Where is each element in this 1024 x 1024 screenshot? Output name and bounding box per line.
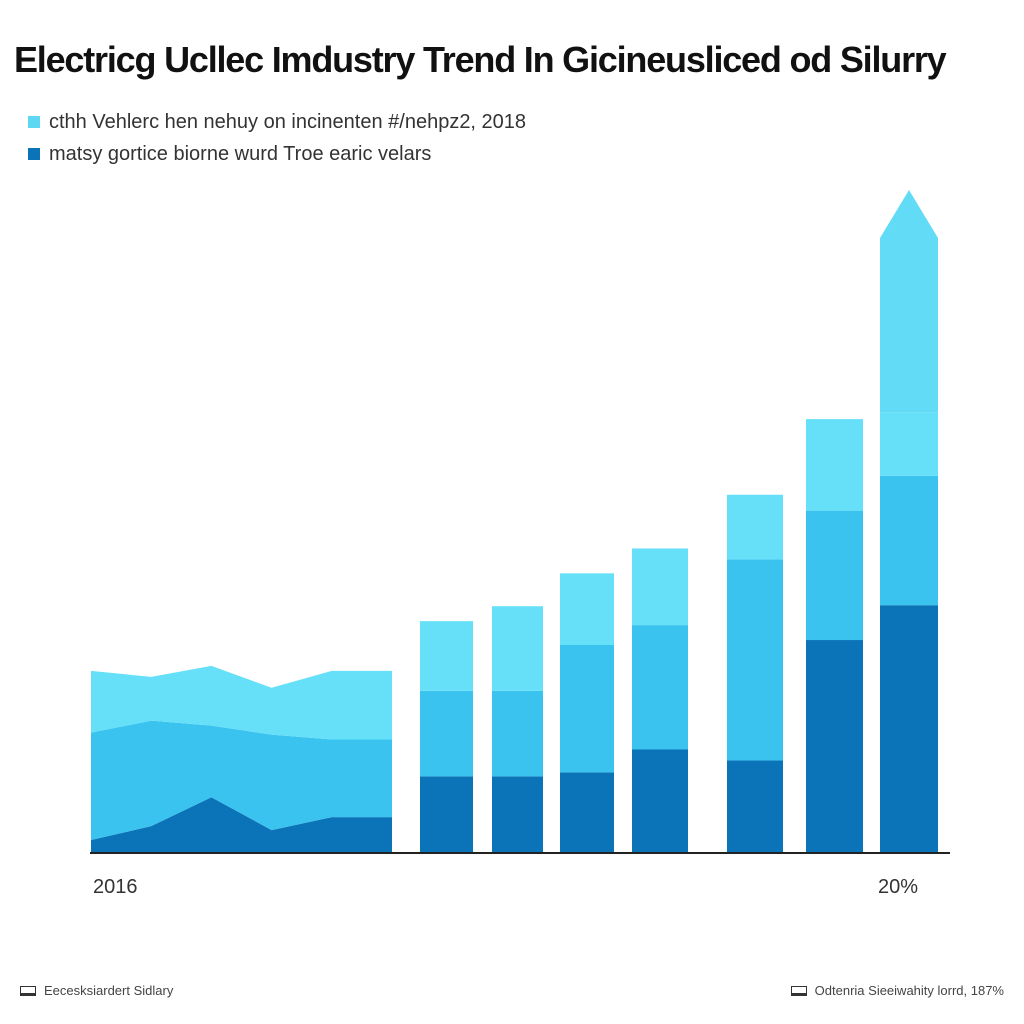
legend-item-2: matsy gortice biorne wurd Troe earic vel… [28,138,526,170]
bar-1-segment-2 [420,690,473,777]
bar-3-segment-2 [560,645,614,773]
bar-3-segment-3 [560,573,614,646]
legend-label-1: cthh Vehlerc hen nehuy on incinenten #/n… [49,110,527,133]
legend-swatch-2 [28,148,40,160]
bar-5-segment-3 [727,494,783,560]
bar-1-segment-3 [420,621,473,691]
area-layer-2 [91,720,392,841]
legend-label-2: matsy gortice biorne wurd Troe earic vel… [49,142,432,165]
bar-6-segment-1 [806,640,863,852]
chart-title: Electricg Ucllec Imdustry Trend In Gicin… [14,39,947,80]
bar-4-segment-1 [632,749,688,852]
bars-group [420,189,938,852]
bar-5-segment-2 [727,559,783,761]
legend-swatch-1 [28,116,40,128]
bar-7-segment-2 [880,475,938,606]
laptop-icon [20,985,36,996]
legend-item-1: cthh Vehlerc hen nehuy on incinenten #/n… [28,106,526,138]
area-layer-3 [91,665,392,740]
footer-left: Eecesksiardert Sidlary [20,983,173,998]
laptop-icon [790,985,807,996]
bar-5-segment-1 [727,760,783,852]
bar-6-segment-3 [806,419,863,511]
bar-3-segment-1 [560,772,614,852]
bar-1-segment-1 [420,776,473,852]
bar-6-segment-2 [806,510,863,641]
bar-2-segment-3 [492,606,543,691]
area-segment-group [91,665,392,852]
chart-legend: cthh Vehlerc hen nehuy on incinenten #/n… [28,106,526,170]
x-tick-label-start: 2016 [93,876,138,898]
area-layer-1 [91,797,392,852]
bar-2-segment-2 [492,690,543,777]
bar-7-segment-1 [880,605,938,852]
footer-right: Odtenria Sieeiwahity lorrd, 187% [790,983,1004,998]
bar-4-segment-2 [632,625,688,750]
bar-7-segment-3 [880,412,938,476]
bar-4-segment-3 [632,548,688,626]
footer-right-text: Odtenria Sieeiwahity lorrd, 187% [814,983,1004,998]
x-tick-label-end: 20% [878,876,918,898]
footer-left-text: Eecesksiardert Sidlary [44,983,174,998]
bar-2-segment-1 [492,776,543,852]
bar-segment-arrow [880,189,938,413]
